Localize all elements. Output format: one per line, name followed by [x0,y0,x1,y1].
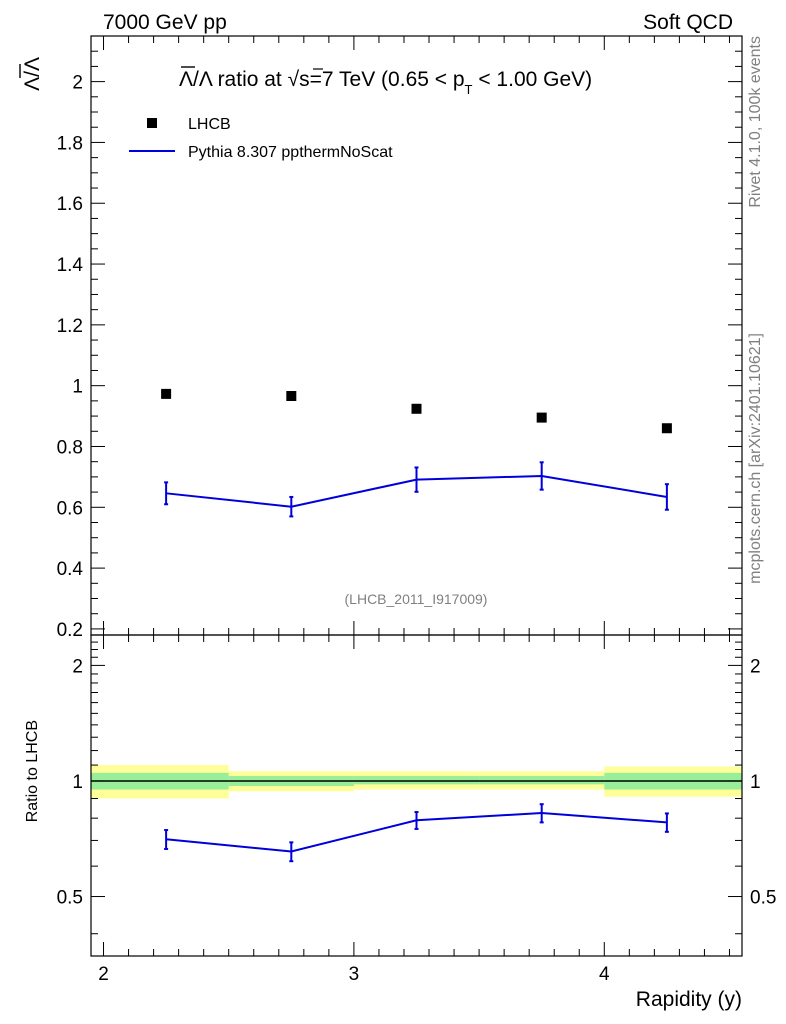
mcplots-label: mcplots.cern.ch [arXiv:2401.10621] [747,333,764,584]
svg-text:Λ/Λ ratio at √s=7 TeV (0.65 <: Λ/Λ ratio at √s=7 TeV (0.65 < pT < 1.00 … [179,68,592,97]
ratio-band-green [353,776,480,785]
svg-text:Λ/Λ: Λ/Λ [21,57,44,91]
ratio-ytick-label: 0.5 [57,888,83,909]
main-ytick-label: 1.2 [57,316,83,337]
analysis-id: (LHCB_2011_I917009) [345,591,488,607]
main-ytick-label: 0.6 [57,498,83,519]
lhcb-data-point [661,423,672,434]
header-left: 7000 GeV pp [103,11,227,34]
legend: LHCB Pythia 8.307 ppthermNoScat [129,116,393,161]
main-ytick-label: 1 [72,377,83,398]
legend-marker-lhcb [147,118,157,128]
main-ytick-label: 0.4 [57,559,84,580]
main-ytick-label: 1.4 [57,255,84,276]
ratio-xtick-label: 2 [98,964,109,985]
ratio-panel: 0.5 0.5 1 1 2 2 2 3 4 [57,635,776,985]
ratio-frame [90,634,743,957]
lhcb-data-point [411,403,422,414]
ratio-band-green [479,776,605,785]
main-ytick-label: 0.2 [57,620,83,641]
rivet-label: Rivet 4.1.0, 100k events [747,36,764,208]
header-right: Soft QCD [643,11,733,34]
main-ytick-label: 1.6 [57,194,83,215]
ratio-ytick-label-right: 1 [750,772,761,793]
lhcb-data-point [286,391,297,402]
ratio-ylabel: Ratio to LHCB [24,720,41,822]
lhcb-data-point [536,412,547,423]
main-ytick-label: 1.8 [57,133,83,154]
main-ytick-label: 0.8 [57,437,83,458]
ratio-xtick-label: 3 [349,964,360,985]
ratio-ytick-label: 2 [72,656,83,677]
ratio-xtick-label: 4 [599,964,610,985]
main-ylabel: Λ/Λ [19,57,44,91]
main-ytick-label: 2 [72,73,83,94]
chart-title: Λ/Λ ratio at √s=7 TeV (0.65 < pT < 1.00 … [179,66,592,97]
main-panel: 0.2 0.4 0.6 0.8 1 1.2 1.4 1.6 1.8 2 [57,36,742,641]
ratio-ytick-label: 1 [72,772,83,793]
legend-label-lhcb: LHCB [188,116,231,133]
lhcb-data-point [161,388,172,399]
legend-label-pythia: Pythia 8.307 ppthermNoScat [188,144,393,161]
ratio-ytick-label-right: 2 [750,656,761,677]
ratio-ytick-label-right: 0.5 [750,888,776,909]
x-axis-label: Rapidity (y) [636,988,742,1011]
